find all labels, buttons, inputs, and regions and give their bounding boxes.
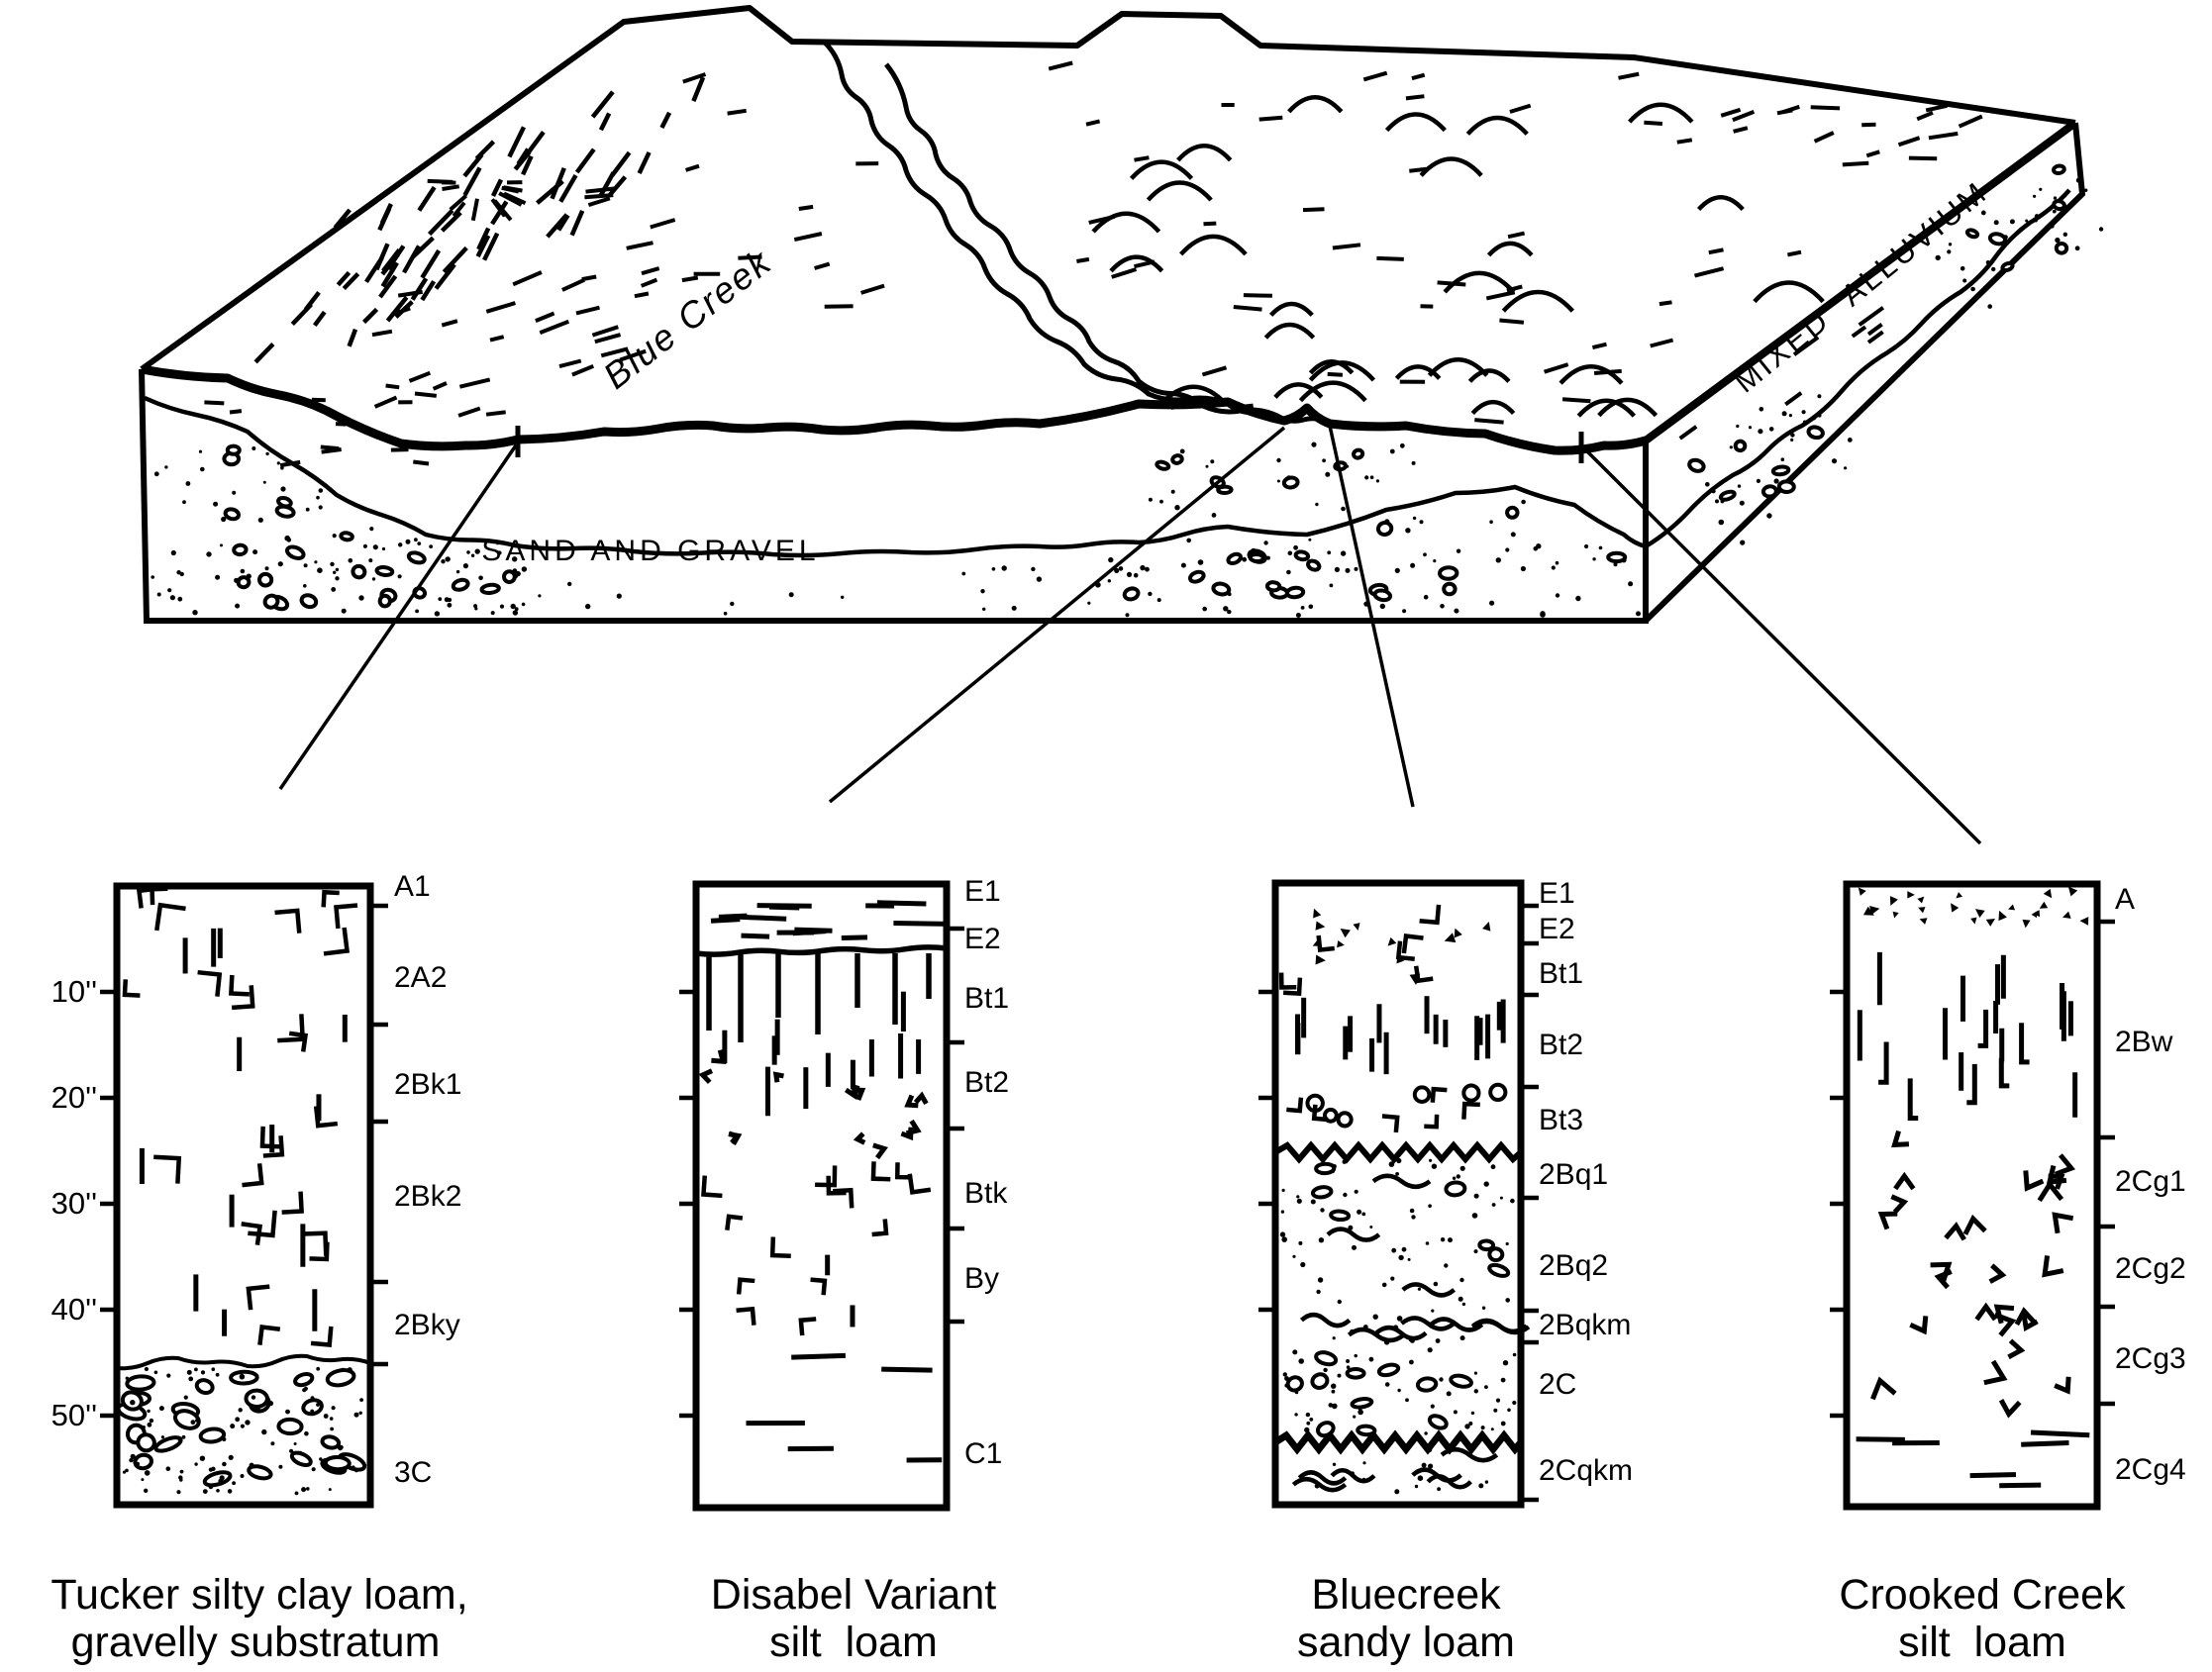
- profile-column-box: [692, 880, 951, 1512]
- horizon-and-depth-ticks: [1830, 919, 2115, 1419]
- tongued-horizon-boundary: [695, 944, 948, 1042]
- right-face-soil-line: [1644, 188, 2071, 548]
- horizon-label: 3C: [394, 1456, 432, 1489]
- column-caption: Tucker silty clay loam,: [50, 1571, 467, 1619]
- right-face-gravel-texture: [1678, 163, 2104, 545]
- column-caption: gravelly substratum: [71, 1619, 441, 1666]
- subsoil-boundary-line: [144, 395, 1647, 558]
- soil-column-disabel: E1 E2 Bt1 Bt2 Btk By C1 Disabel Variant …: [679, 875, 1009, 1666]
- column-caption: silt loam: [769, 1619, 938, 1666]
- horizon-label: Bt1: [1539, 957, 1583, 990]
- horizon-texture: [1856, 886, 2090, 1489]
- leader-line-bluecreek: [1328, 425, 1415, 808]
- depth-label: 30'': [51, 1186, 97, 1221]
- horizon-label: 2Bw: [2115, 1026, 2173, 1058]
- horizon-and-depth-ticks: [100, 903, 388, 1419]
- soil-column-tucker: 10'' 20'' 30'' 40'' 50'' A1 2A2 2Bk1 2Bk…: [50, 870, 467, 1666]
- front-face-gravel-texture: [151, 383, 1641, 618]
- leader-line-disabel: [828, 426, 1286, 804]
- depth-label: 40'': [51, 1292, 97, 1327]
- column-caption: silt loam: [1898, 1619, 2066, 1666]
- creek-channel-line: [822, 40, 1286, 424]
- depth-label: 10'': [51, 974, 97, 1009]
- soil-column-crooked-creek: A 2Bw 2Cg1 2Cg2 2Cg3 2Cg4 Crooked Creek …: [1830, 880, 2186, 1666]
- horizon-label: 2Cg1: [2115, 1165, 2186, 1198]
- horizon-texture: [1278, 904, 1531, 1495]
- landscape-block: SAND AND GRAVEL Blue Creek MIXED ALLUVIU…: [139, 5, 2104, 845]
- block-front-face-edges: [139, 368, 1649, 624]
- horizon-label: 2Bq2: [1539, 1249, 1608, 1282]
- horizon-texture: [116, 886, 367, 1496]
- horizon-label: 2Cg4: [2115, 1453, 2186, 1486]
- ground-surface-line: [141, 364, 1648, 455]
- horizon-label: C1: [964, 1437, 1002, 1470]
- wavy-cemented-boundary: [1273, 1140, 1523, 1164]
- horizon-label: Bt2: [1539, 1029, 1583, 1061]
- gravel-boundary-line: [116, 1353, 371, 1371]
- leader-line-crooked-creek: [1579, 443, 1982, 845]
- column-caption: Bluecreek: [1311, 1571, 1501, 1619]
- soil-column-bluecreek: E1 E2 Bt1 Bt2 Bt3 2Bq1 2Bq2 2Bqkm 2C 2Cq…: [1258, 877, 1633, 1666]
- horizon-label: 2Bky: [394, 1309, 460, 1341]
- horizon-label: E1: [1539, 877, 1575, 910]
- horizon-label: 2A2: [394, 961, 447, 994]
- profile-column-box: [1271, 879, 1525, 1509]
- right-face-top-edge: [1643, 119, 2078, 444]
- creek-label: Blue Creek: [596, 241, 780, 397]
- horizon-label: 2Bk2: [394, 1180, 461, 1213]
- block-top-face-outline: [140, 5, 2076, 372]
- horizon-label: By: [964, 1262, 999, 1295]
- block-right-face-edges: [1643, 122, 2086, 624]
- horizon-label: Bt2: [964, 1066, 1009, 1099]
- depth-label: 50'': [51, 1398, 97, 1432]
- horizon-label: Btk: [964, 1177, 1008, 1210]
- profile-column-box: [113, 882, 374, 1509]
- horizon-label: Bt3: [1539, 1104, 1583, 1136]
- horizon-label: Bt1: [964, 982, 1009, 1015]
- horizon-label: E2: [964, 923, 1001, 955]
- horizon-label: 2Cg2: [2115, 1252, 2186, 1285]
- horizon-label: 2Cqkm: [1539, 1454, 1633, 1487]
- top-face-terrain-texture: [253, 60, 1983, 425]
- horizon-label: E2: [1539, 913, 1575, 945]
- side-face-label: MIXED ALLUVIUM: [1728, 174, 1994, 399]
- horizon-label: 2Bq1: [1539, 1158, 1608, 1191]
- horizon-label: 2Cg3: [2115, 1342, 2186, 1375]
- horizon-label: A1: [394, 870, 431, 903]
- horizon-label: E1: [964, 875, 1001, 908]
- column-caption: Disabel Variant: [711, 1571, 996, 1619]
- front-face-label: SAND AND GRAVEL: [481, 535, 819, 567]
- horizon-label: 2Bk1: [394, 1068, 461, 1101]
- profile-column-box: [1843, 880, 2101, 1511]
- horizon-texture: [698, 900, 950, 1463]
- depth-label: 20'': [51, 1080, 97, 1115]
- horizon-label: A: [2115, 883, 2135, 916]
- leader-line-tucker: [278, 442, 520, 790]
- horizon-and-depth-ticks: [1258, 903, 1539, 1503]
- wavy-cemented-boundary: [1273, 1429, 1524, 1455]
- horizon-and-depth-ticks: [679, 926, 964, 1419]
- creek-channel-line: [884, 62, 1332, 427]
- horizon-label: 2C: [1539, 1368, 1576, 1401]
- column-caption: Crooked Creek: [1839, 1571, 2126, 1619]
- column-caption: sandy loam: [1297, 1619, 1515, 1666]
- horizon-label: 2Bqkm: [1539, 1309, 1631, 1341]
